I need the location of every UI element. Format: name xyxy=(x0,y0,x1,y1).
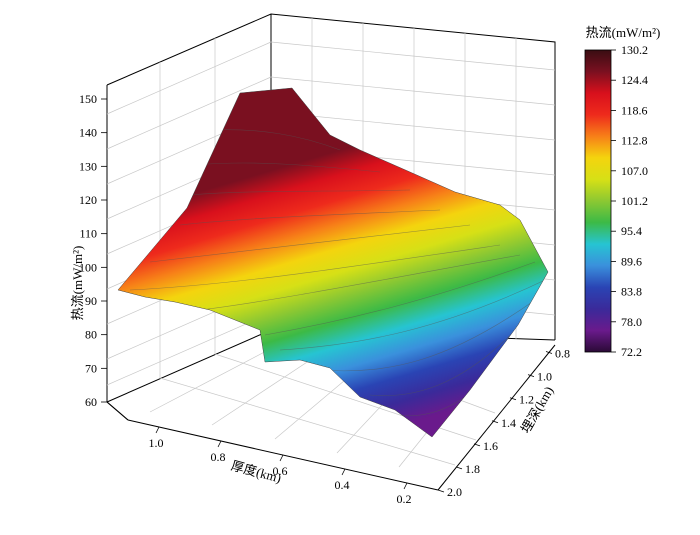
z-axis: 60 70 80 90 100 110 120 130 140 150 xyxy=(79,92,107,409)
colorbar-tick-label: 83.8 xyxy=(621,285,642,299)
y-tick-label: 1.0 xyxy=(537,370,552,384)
colorbar-tick-label: 78.0 xyxy=(621,315,642,329)
front-edges xyxy=(106,401,129,421)
y-tick-label: 2.0 xyxy=(447,485,462,499)
contour-lines xyxy=(129,129,546,416)
y-axis: 0.81.01.21.41.61.82.0 xyxy=(437,347,570,499)
x-tick-label: 0.6 xyxy=(273,464,288,478)
colorbar: 热流(mW/m²) 130.2 124.4 118.6 112.8 107.0 101.2… xyxy=(584,25,661,359)
colorbar-tick-label: 130.2 xyxy=(621,43,648,57)
colorbar-tick-label: 112.8 xyxy=(621,134,648,148)
y-tick-label: 1.6 xyxy=(483,439,498,453)
y-axis-label: 埋深(km) xyxy=(518,384,557,436)
y-tick xyxy=(455,466,463,470)
x-tick xyxy=(341,468,346,476)
x-axis: 1.0 0.8 0.6 0.4 0.2 xyxy=(149,426,412,506)
colorbar-tick-label: 118.6 xyxy=(621,103,648,117)
colorbar-bar xyxy=(584,49,612,353)
y-tick-label: 1.4 xyxy=(501,416,516,430)
colorbar-tick-label: 72.2 xyxy=(621,345,642,359)
z-tick-label: 90 xyxy=(85,294,97,308)
z-tick-label: 120 xyxy=(79,193,97,207)
colorbar-tick-label: 124.4 xyxy=(621,73,648,87)
z-tick-label: 110 xyxy=(79,227,97,241)
heat-flow-surface xyxy=(117,87,549,438)
y-tick xyxy=(491,420,499,424)
y-tick xyxy=(527,374,535,377)
y-tick xyxy=(545,351,553,354)
x-axis-label: 厚度(km) xyxy=(229,458,282,486)
x-tick xyxy=(403,482,408,490)
y-tick-label: 1.8 xyxy=(465,462,480,476)
z-tick-label: 70 xyxy=(85,361,97,375)
x-tick-label: 1.0 xyxy=(149,436,164,450)
colorbar-tick-label: 101.2 xyxy=(621,194,648,208)
x-tick-label: 0.2 xyxy=(397,492,412,506)
colorbar-tick-label: 107.0 xyxy=(621,164,648,178)
z-tick-label: 140 xyxy=(79,126,97,140)
y-tick xyxy=(509,397,517,401)
x-tick xyxy=(279,454,284,462)
colorbar-tick-label: 95.4 xyxy=(621,224,642,238)
x-tick xyxy=(155,426,160,434)
x-tick-label: 0.4 xyxy=(335,478,350,492)
colorbar-title: 热流(mW/m²) xyxy=(586,25,661,40)
z-tick-label: 80 xyxy=(85,328,97,342)
colorbar-tick-label: 89.6 xyxy=(621,254,642,268)
y-tick xyxy=(437,489,445,493)
y-tick-label: 1.2 xyxy=(519,393,534,407)
z-tick-label: 130 xyxy=(79,159,97,173)
x-tick-label: 0.8 xyxy=(211,450,226,464)
y-tick xyxy=(473,443,481,447)
z-axis-label: 热流(mW/m²) xyxy=(70,246,85,321)
z-tick-label: 150 xyxy=(79,92,97,106)
x-tick xyxy=(217,440,222,448)
z-tick-label: 60 xyxy=(85,395,97,409)
y-tick-label: 0.8 xyxy=(555,347,570,361)
z-tick-label: 100 xyxy=(79,260,97,274)
